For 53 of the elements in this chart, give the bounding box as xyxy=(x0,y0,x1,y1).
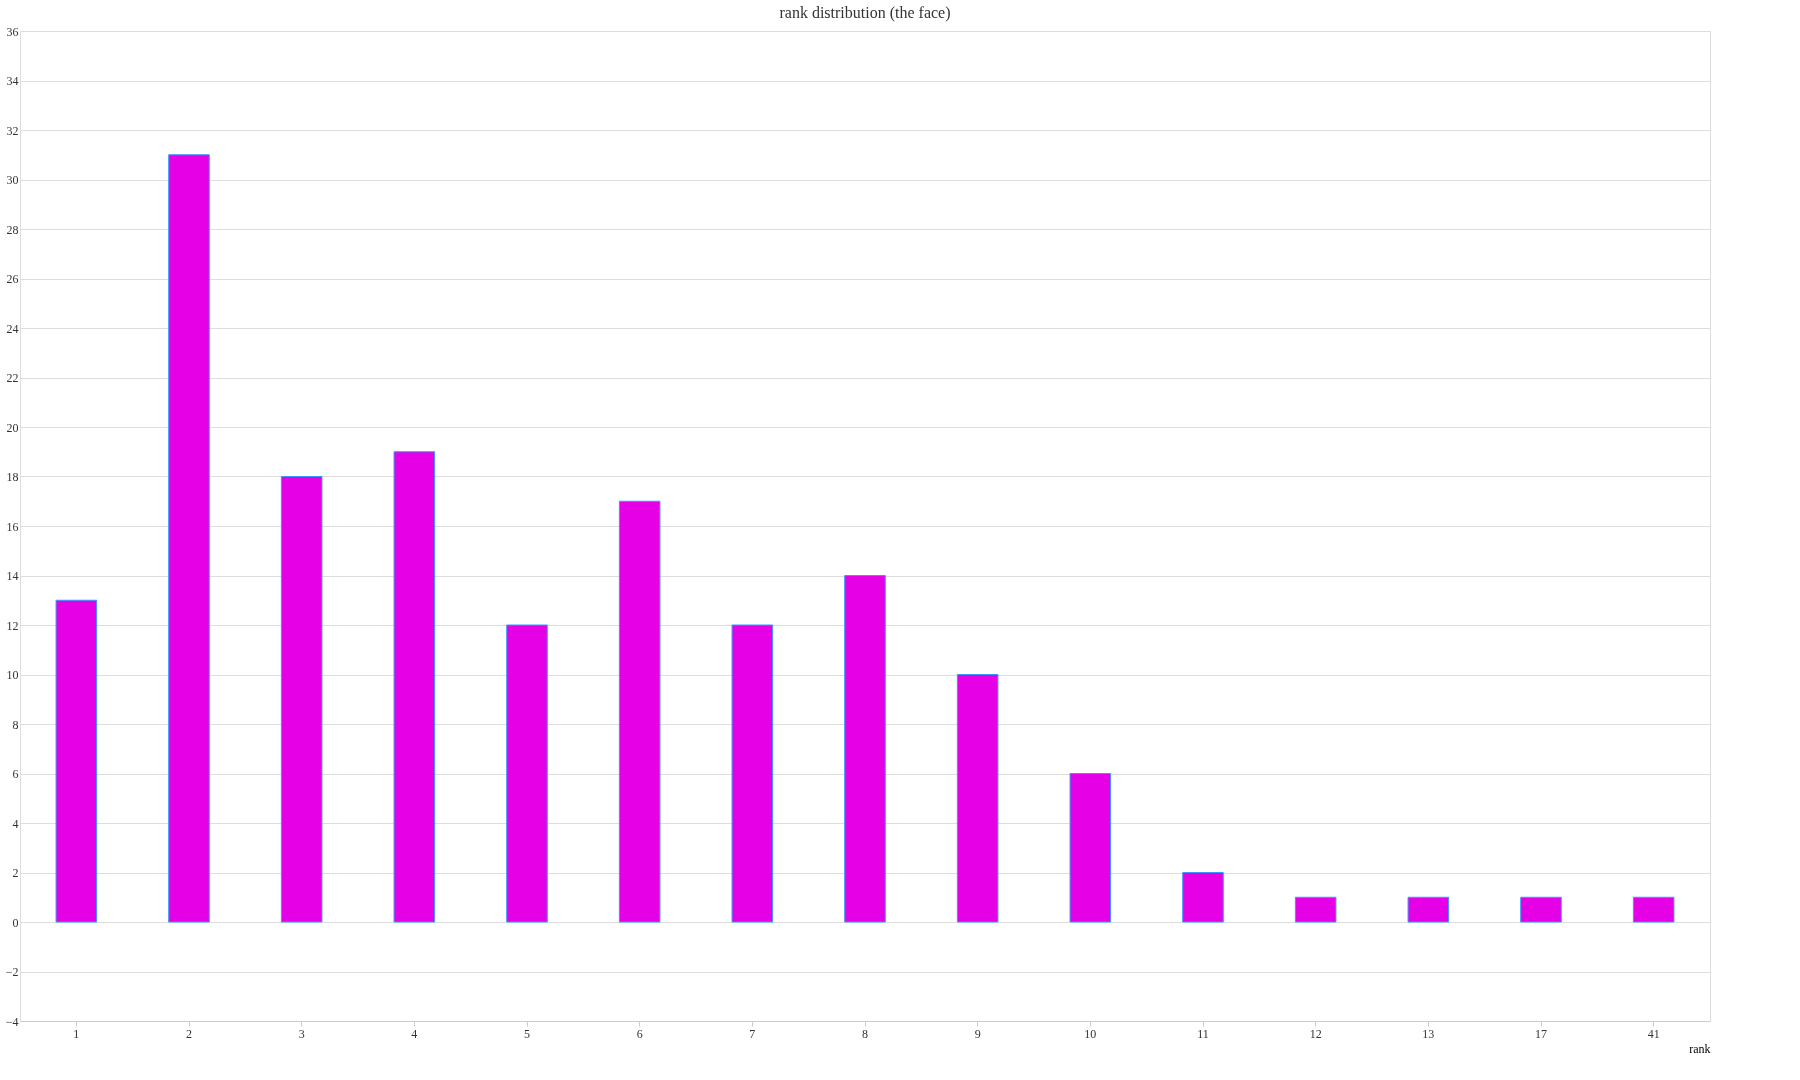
bar xyxy=(1407,896,1450,923)
bar xyxy=(1520,896,1562,923)
y-tick-label: 24 xyxy=(6,321,19,336)
bar xyxy=(618,500,661,923)
x-tick-label: 11 xyxy=(1197,1026,1209,1041)
bar xyxy=(1294,896,1337,923)
y-tick-label: 0 xyxy=(12,915,19,930)
y-tick-label: 20 xyxy=(6,420,19,435)
bar xyxy=(956,674,999,923)
y-tick-label: 6 xyxy=(12,767,19,781)
y-tick-label: 18 xyxy=(6,470,19,484)
y-tick-label: 34 xyxy=(6,74,19,88)
y-tick-label: −4 xyxy=(5,1014,19,1029)
x-tick-label: 13 xyxy=(1422,1026,1435,1041)
x-tick-label: 12 xyxy=(1309,1026,1322,1041)
chart-title: rank distribution (the face) xyxy=(779,4,951,22)
bar xyxy=(280,476,323,923)
y-tick-label: 4 xyxy=(12,816,19,831)
y-tick-label: −2 xyxy=(5,965,19,979)
y-tick-label: 32 xyxy=(6,123,19,138)
x-axis-title: rank xyxy=(1689,1041,1711,1056)
x-tick-label: 7 xyxy=(749,1026,756,1041)
bar xyxy=(844,575,886,923)
y-tick-label: 22 xyxy=(6,371,19,385)
x-tick-label: 5 xyxy=(524,1026,530,1041)
y-tick-label: 8 xyxy=(12,717,19,732)
bar xyxy=(1069,773,1112,923)
x-tick-label: 17 xyxy=(1535,1026,1547,1041)
y-tick-label: 12 xyxy=(6,618,19,633)
x-tick-label: 4 xyxy=(411,1026,418,1041)
y-tick-label: 28 xyxy=(6,222,19,237)
bar xyxy=(506,624,548,923)
x-tick-label: 41 xyxy=(1647,1026,1660,1041)
x-tick-label: 8 xyxy=(862,1026,868,1041)
y-tick-label: 16 xyxy=(6,519,19,534)
bar xyxy=(731,624,774,923)
bar xyxy=(168,154,210,923)
bar xyxy=(393,451,436,923)
x-tick-label: 6 xyxy=(636,1026,643,1041)
x-tick-label: 3 xyxy=(298,1026,305,1041)
x-tick-label: 9 xyxy=(974,1026,981,1041)
y-tick-label: 14 xyxy=(6,569,19,583)
x-tick-label: 10 xyxy=(1084,1026,1097,1041)
y-tick-label: 30 xyxy=(6,173,19,187)
y-tick-label: 36 xyxy=(6,24,19,39)
x-tick-label: 2 xyxy=(186,1026,192,1041)
y-tick-label: 10 xyxy=(6,668,19,682)
bar xyxy=(1182,872,1224,923)
x-tick-label: 1 xyxy=(73,1026,80,1041)
y-tick-label: 26 xyxy=(6,272,19,286)
bar xyxy=(1632,896,1675,923)
y-tick-label: 2 xyxy=(12,866,19,880)
bar xyxy=(55,599,98,923)
